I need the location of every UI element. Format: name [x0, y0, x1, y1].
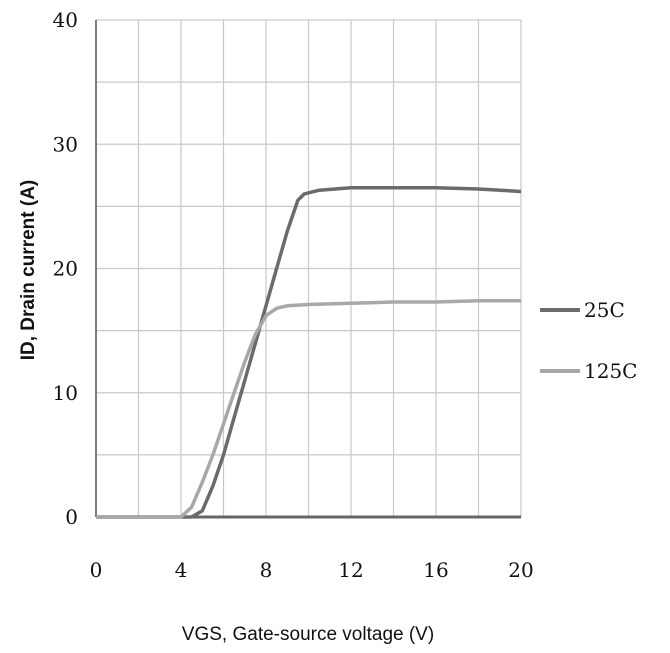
- y-tick-label: 10: [53, 381, 78, 405]
- x-tick-label: 16: [423, 558, 448, 582]
- legend-label-25c: 25C: [584, 298, 625, 322]
- series-layer: [96, 185, 522, 519]
- x-tick-label: 12: [338, 558, 363, 582]
- y-axis-label: ID, Drain current (A): [18, 180, 39, 361]
- x-tick-label: 0: [90, 558, 103, 582]
- legend-label-125c: 125C: [584, 359, 637, 383]
- x-tick-label: 4: [175, 558, 188, 582]
- x-axis-label: VGS, Gate-source voltage (V): [182, 624, 434, 645]
- series-line-125c: [96, 299, 521, 519]
- y-tick-labels: 0 10 20 30 40: [53, 8, 78, 529]
- series-line-25c: [96, 185, 522, 519]
- x-tick-label: 8: [260, 558, 273, 582]
- y-tick-label: 20: [53, 257, 78, 281]
- x-tick-label: 20: [508, 558, 533, 582]
- x-tick-labels: 0 4 8 12 16 20: [90, 558, 534, 582]
- y-tick-label: 0: [65, 505, 78, 529]
- legend: 25C 125C: [540, 298, 637, 383]
- y-tick-label: 30: [53, 132, 78, 156]
- y-tick-label: 40: [53, 8, 78, 32]
- grid: [95, 19, 522, 518]
